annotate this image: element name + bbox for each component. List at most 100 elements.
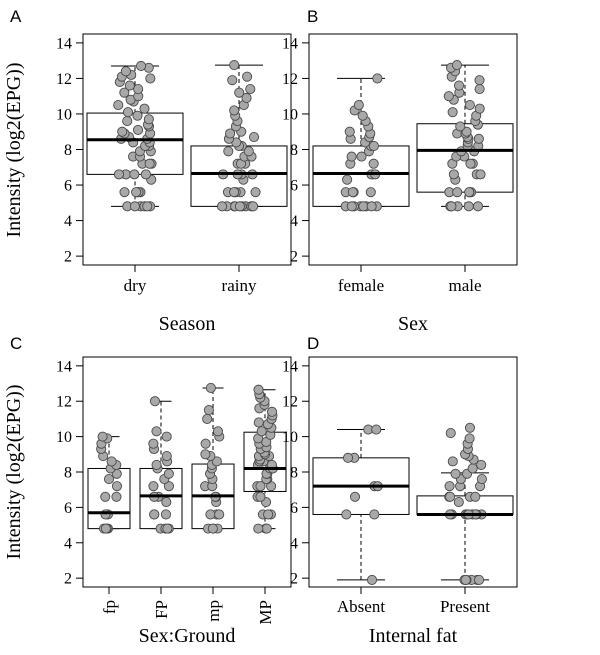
data-point	[453, 497, 464, 508]
data-point	[207, 523, 218, 534]
y-axis-title: Intensity (log2(EPG))	[3, 63, 25, 238]
data-point	[464, 422, 476, 433]
box-rainy	[190, 60, 288, 212]
data-point	[122, 107, 134, 118]
y-tick-label: 8	[64, 465, 72, 482]
data-point	[100, 523, 111, 534]
data-point	[161, 431, 172, 442]
data-point	[366, 201, 377, 212]
data-point	[144, 158, 155, 169]
y-tick-label: 4	[64, 213, 72, 230]
x-tick-label: FP	[152, 600, 171, 619]
data-point	[160, 509, 172, 520]
data-point	[129, 169, 140, 180]
data-point	[229, 105, 240, 116]
data-point	[211, 456, 222, 467]
y-tick-label: 2	[290, 571, 298, 588]
data-point	[444, 481, 455, 492]
data-point	[342, 174, 353, 185]
data-point	[214, 509, 225, 520]
data-point	[341, 509, 352, 520]
panel-letter: C	[10, 334, 22, 353]
box-female	[312, 73, 410, 212]
y-tick-label: 10	[56, 106, 72, 123]
data-point	[446, 201, 457, 212]
data-point	[227, 75, 238, 86]
x-tick-label: fp	[100, 600, 119, 614]
data-point	[365, 187, 376, 198]
data-point	[464, 187, 475, 198]
data-point	[200, 438, 211, 449]
data-point	[143, 114, 154, 125]
data-point	[261, 523, 272, 534]
x-axis-title: Internal fat	[369, 625, 458, 647]
data-point	[464, 100, 475, 111]
data-point	[344, 126, 355, 137]
data-point	[132, 110, 143, 121]
y-tick-label: 2	[290, 249, 298, 266]
data-point	[111, 491, 122, 502]
box-present	[416, 422, 514, 585]
data-point	[241, 92, 252, 104]
data-point	[465, 158, 476, 169]
data-point	[149, 396, 161, 407]
y-tick-label: 6	[64, 178, 72, 195]
x-tick-label: mp	[204, 600, 223, 622]
data-point	[161, 451, 172, 462]
x-axis-title: Sex	[398, 313, 428, 335]
data-point	[349, 491, 361, 502]
x-axis-title: Season	[159, 313, 216, 335]
data-point	[356, 151, 367, 162]
data-point	[368, 158, 379, 169]
data-point	[245, 84, 256, 95]
y-tick-label: 2	[64, 249, 72, 266]
y-tick-label: 8	[290, 142, 298, 159]
x-tick-label: male	[448, 276, 481, 295]
y-axis-title: Intensity (log2(EPG))	[3, 385, 25, 560]
data-point	[106, 456, 117, 467]
data-point	[148, 438, 159, 449]
data-point	[346, 201, 357, 212]
data-point	[342, 452, 354, 463]
data-point	[162, 523, 173, 534]
chart-panel-a: A 2 4 6 8 10 12 14 Intensity (log2(EPG)) dry rainy…	[3, 7, 292, 335]
data-point	[117, 126, 128, 137]
data-point	[463, 201, 474, 212]
data-point	[253, 417, 264, 428]
data-point	[129, 201, 140, 212]
data-point	[149, 509, 160, 520]
data-point	[142, 201, 153, 212]
data-point	[212, 426, 224, 437]
data-point	[253, 384, 264, 395]
data-point	[445, 491, 456, 502]
data-point	[119, 87, 130, 98]
box-fp	[87, 431, 131, 534]
y-tick-label: 14	[56, 358, 72, 375]
data-point	[474, 84, 485, 95]
data-point	[131, 187, 142, 198]
data-point	[120, 66, 131, 77]
data-point	[205, 509, 216, 520]
x-axis-title: Sex:Ground	[139, 625, 236, 647]
data-point	[148, 481, 159, 492]
panel-letter: D	[307, 334, 319, 353]
y-tick-label: 4	[290, 213, 298, 230]
x-tick-label: Absent	[337, 597, 385, 616]
box-absent	[312, 424, 410, 585]
data-point	[475, 169, 486, 180]
data-point	[100, 491, 111, 502]
data-point	[248, 132, 260, 143]
x-tick-label: rainy	[222, 276, 257, 295]
data-point	[205, 382, 216, 394]
data-point	[163, 468, 174, 479]
data-point	[357, 110, 368, 121]
data-point	[451, 60, 463, 71]
data-point	[353, 100, 364, 111]
data-point	[229, 187, 240, 198]
panel-letter: B	[307, 7, 318, 26]
box-dry	[86, 60, 184, 212]
data-point	[145, 73, 156, 84]
y-tick-label: 14	[282, 35, 298, 52]
data-point	[200, 449, 211, 460]
